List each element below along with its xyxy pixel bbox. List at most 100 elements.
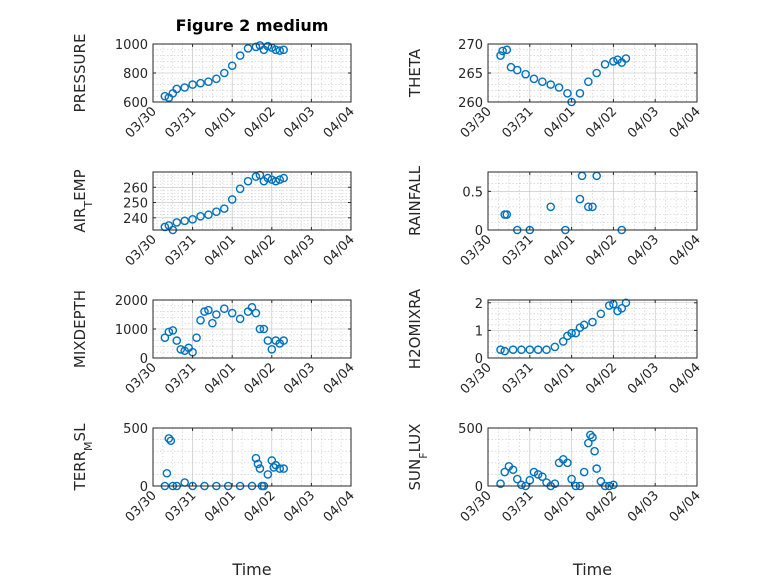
data-point [575,194,585,204]
axes-box [487,427,698,487]
axes-box [152,427,352,487]
data-point [592,464,601,473]
y-tick-label: 1 [475,324,483,339]
y-axis-label: PRESSURE [71,34,89,113]
data-point [204,210,213,220]
data-point [525,345,535,355]
data-point [160,222,170,232]
data-point [160,333,170,343]
data-point [180,83,189,92]
data-point [496,51,505,60]
y-tick-label: 0 [140,480,148,495]
data-point [563,89,572,98]
y-tick-label: 800 [123,67,148,82]
data-point [621,298,631,308]
data-point [500,346,510,356]
data-point [567,328,576,338]
data-point [235,184,245,194]
data-point [588,202,597,212]
y-tick-label: 0 [475,224,483,239]
data-point [533,470,543,479]
data-point [275,46,285,55]
data-point [162,468,172,478]
data-point [567,474,576,484]
data-point [592,68,601,78]
data-point [609,480,618,490]
data-point [554,83,564,92]
x-axis-label: Time [572,560,612,579]
axes-box [487,171,698,231]
data-point [588,317,597,327]
data-point [609,57,618,66]
data-point [219,204,229,213]
data-point [243,44,253,53]
data-point [243,176,253,186]
data-point [212,74,221,84]
data-point [621,54,631,63]
data-point [176,344,186,354]
y-tick-label: 260 [458,96,483,111]
y-tick-label: 500 [458,422,483,437]
data-point [502,210,512,219]
y-tick-label: 1000 [115,323,148,338]
data-point [160,91,170,101]
y-tick-label: 240 [123,212,148,227]
data-point [604,301,614,310]
data-point [279,336,288,345]
data-point [200,307,209,316]
data-point [584,438,593,448]
data-point [227,308,237,318]
data-point [196,315,205,325]
data-point [204,77,213,86]
data-point [172,84,182,94]
data-point [550,479,560,488]
data-point [172,218,182,227]
data-point [247,302,257,312]
data-point [227,61,237,71]
data-point [255,324,265,334]
data-point [542,345,551,355]
data-point [255,170,265,180]
data-point [263,336,273,345]
data-point [496,479,505,488]
data-point [512,474,522,484]
data-point [571,328,581,338]
x-axis-label: Time [231,560,271,579]
data-point [584,202,593,212]
data-point [563,458,572,468]
data-point [279,464,288,473]
data-point [275,464,285,473]
data-point [196,78,205,88]
data-point [575,89,585,98]
data-point [512,65,522,75]
data-point [255,464,265,473]
data-point [590,446,599,456]
data-point [180,216,189,226]
data-point [533,345,543,355]
y-axis-label: RAINFALL [406,165,424,236]
data-point [500,467,510,477]
data-point [275,175,285,184]
data-point [267,344,277,354]
y-axis-label: THETA [406,48,424,98]
y-tick-label: 2000 [115,294,148,309]
y-tick-label: 0 [475,352,483,367]
y-axis-label: H2OMIXRA [406,288,424,369]
data-point [521,69,530,79]
data-point [164,327,174,337]
data-point [586,430,595,440]
data-point [529,74,539,84]
data-point [164,434,174,443]
y-axis-label: AIRTEMP [71,169,95,232]
y-tick-label: 0 [475,480,483,495]
data-point [546,202,556,212]
data-point [600,60,610,69]
data-point [558,337,568,346]
data-point [212,310,221,319]
y-tick-label: 250 [123,197,148,212]
data-point [617,303,627,313]
data-point [271,45,281,55]
data-point [253,459,263,469]
